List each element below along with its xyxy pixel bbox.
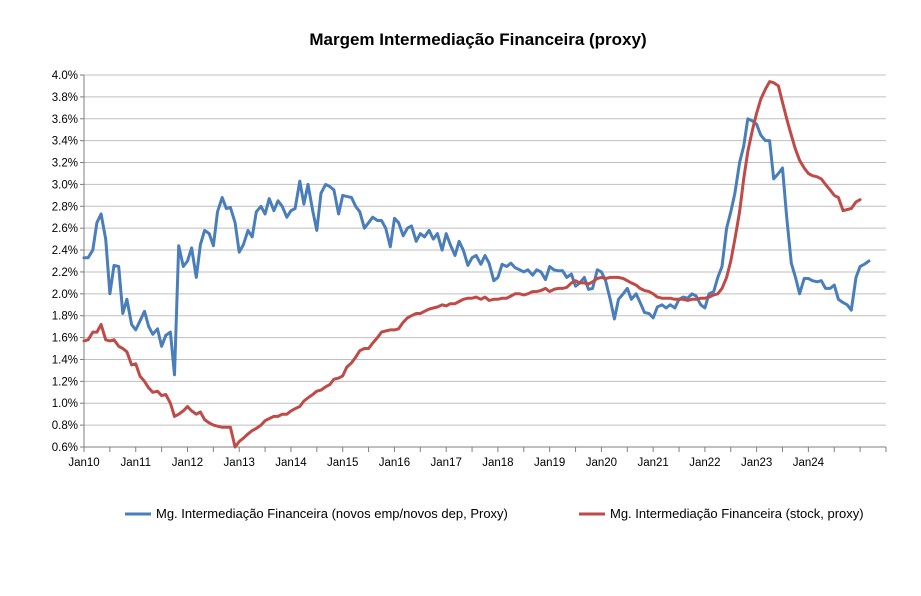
legend-label-1: Mg. Intermediação Financeira (novos emp/… bbox=[156, 506, 508, 521]
chart-title: Margem Intermediação Financeira (proxy) bbox=[309, 30, 646, 49]
x-tick-label: Jan22 bbox=[689, 457, 720, 469]
x-axis-tick-labels: Jan10 Jan11 Jan12 Jan13 Jan14 Jan15 Jan16 Jan17… bbox=[68, 457, 824, 469]
x-tick-label: Jan20 bbox=[586, 457, 617, 469]
x-tick-label: Jan18 bbox=[482, 457, 513, 469]
axes bbox=[80, 74, 887, 452]
legend-label-2: Mg. Intermediação Financeira (stock, pro… bbox=[610, 506, 864, 521]
y-tick-label: 3.4% bbox=[52, 136, 78, 148]
y-tick-label: 3.0% bbox=[52, 179, 78, 191]
x-tick-label: Jan12 bbox=[172, 457, 203, 469]
y-tick-label: 2.4% bbox=[52, 245, 78, 257]
y-tick-label: 1.8% bbox=[52, 311, 78, 323]
y-tick-label: 3.8% bbox=[52, 92, 78, 104]
y-tick-label: 2.2% bbox=[52, 267, 78, 279]
y-tick-label: 3.2% bbox=[52, 158, 78, 170]
x-tick-label: Jan17 bbox=[431, 457, 462, 469]
x-tick-label: Jan11 bbox=[120, 457, 150, 469]
x-tick-label: Jan16 bbox=[379, 457, 410, 469]
y-tick-label: 0.6% bbox=[52, 442, 78, 454]
x-tick-label: Jan10 bbox=[68, 457, 99, 469]
x-tick-label: Jan15 bbox=[327, 457, 358, 469]
y-tick-label: 4.0% bbox=[52, 70, 78, 82]
series-lines bbox=[82, 80, 871, 449]
y-tick-label: 1.2% bbox=[52, 376, 78, 388]
x-tick-label: Jan21 bbox=[637, 457, 668, 469]
grid-lines bbox=[84, 74, 886, 448]
y-tick-label: 2.6% bbox=[52, 223, 78, 235]
x-tick-label: Jan23 bbox=[741, 457, 772, 469]
y-tick-label: 1.0% bbox=[52, 398, 78, 410]
legend: Mg. Intermediação Financeira (novos emp/… bbox=[125, 506, 864, 521]
x-tick-label: Jan13 bbox=[224, 457, 255, 469]
y-tick-label: 1.6% bbox=[52, 333, 78, 345]
y-tick-label: 3.6% bbox=[52, 114, 78, 126]
y-tick-label: 0.8% bbox=[52, 420, 78, 432]
y-tick-label: 1.4% bbox=[52, 354, 78, 366]
y-axis-tick-labels: 0.6% 0.8% 1.0% 1.2% 1.4% 1.6% 1.8% 2.0% 2.2% 2.4%… bbox=[52, 70, 78, 454]
x-tick-label: Jan24 bbox=[793, 457, 825, 469]
y-tick-label: 2.0% bbox=[52, 289, 78, 301]
x-tick-label: Jan14 bbox=[275, 457, 307, 469]
series-line-2 bbox=[82, 80, 862, 449]
x-tick-label: Jan19 bbox=[534, 457, 565, 469]
y-tick-label: 2.8% bbox=[52, 201, 78, 213]
series-line-1 bbox=[82, 117, 871, 377]
